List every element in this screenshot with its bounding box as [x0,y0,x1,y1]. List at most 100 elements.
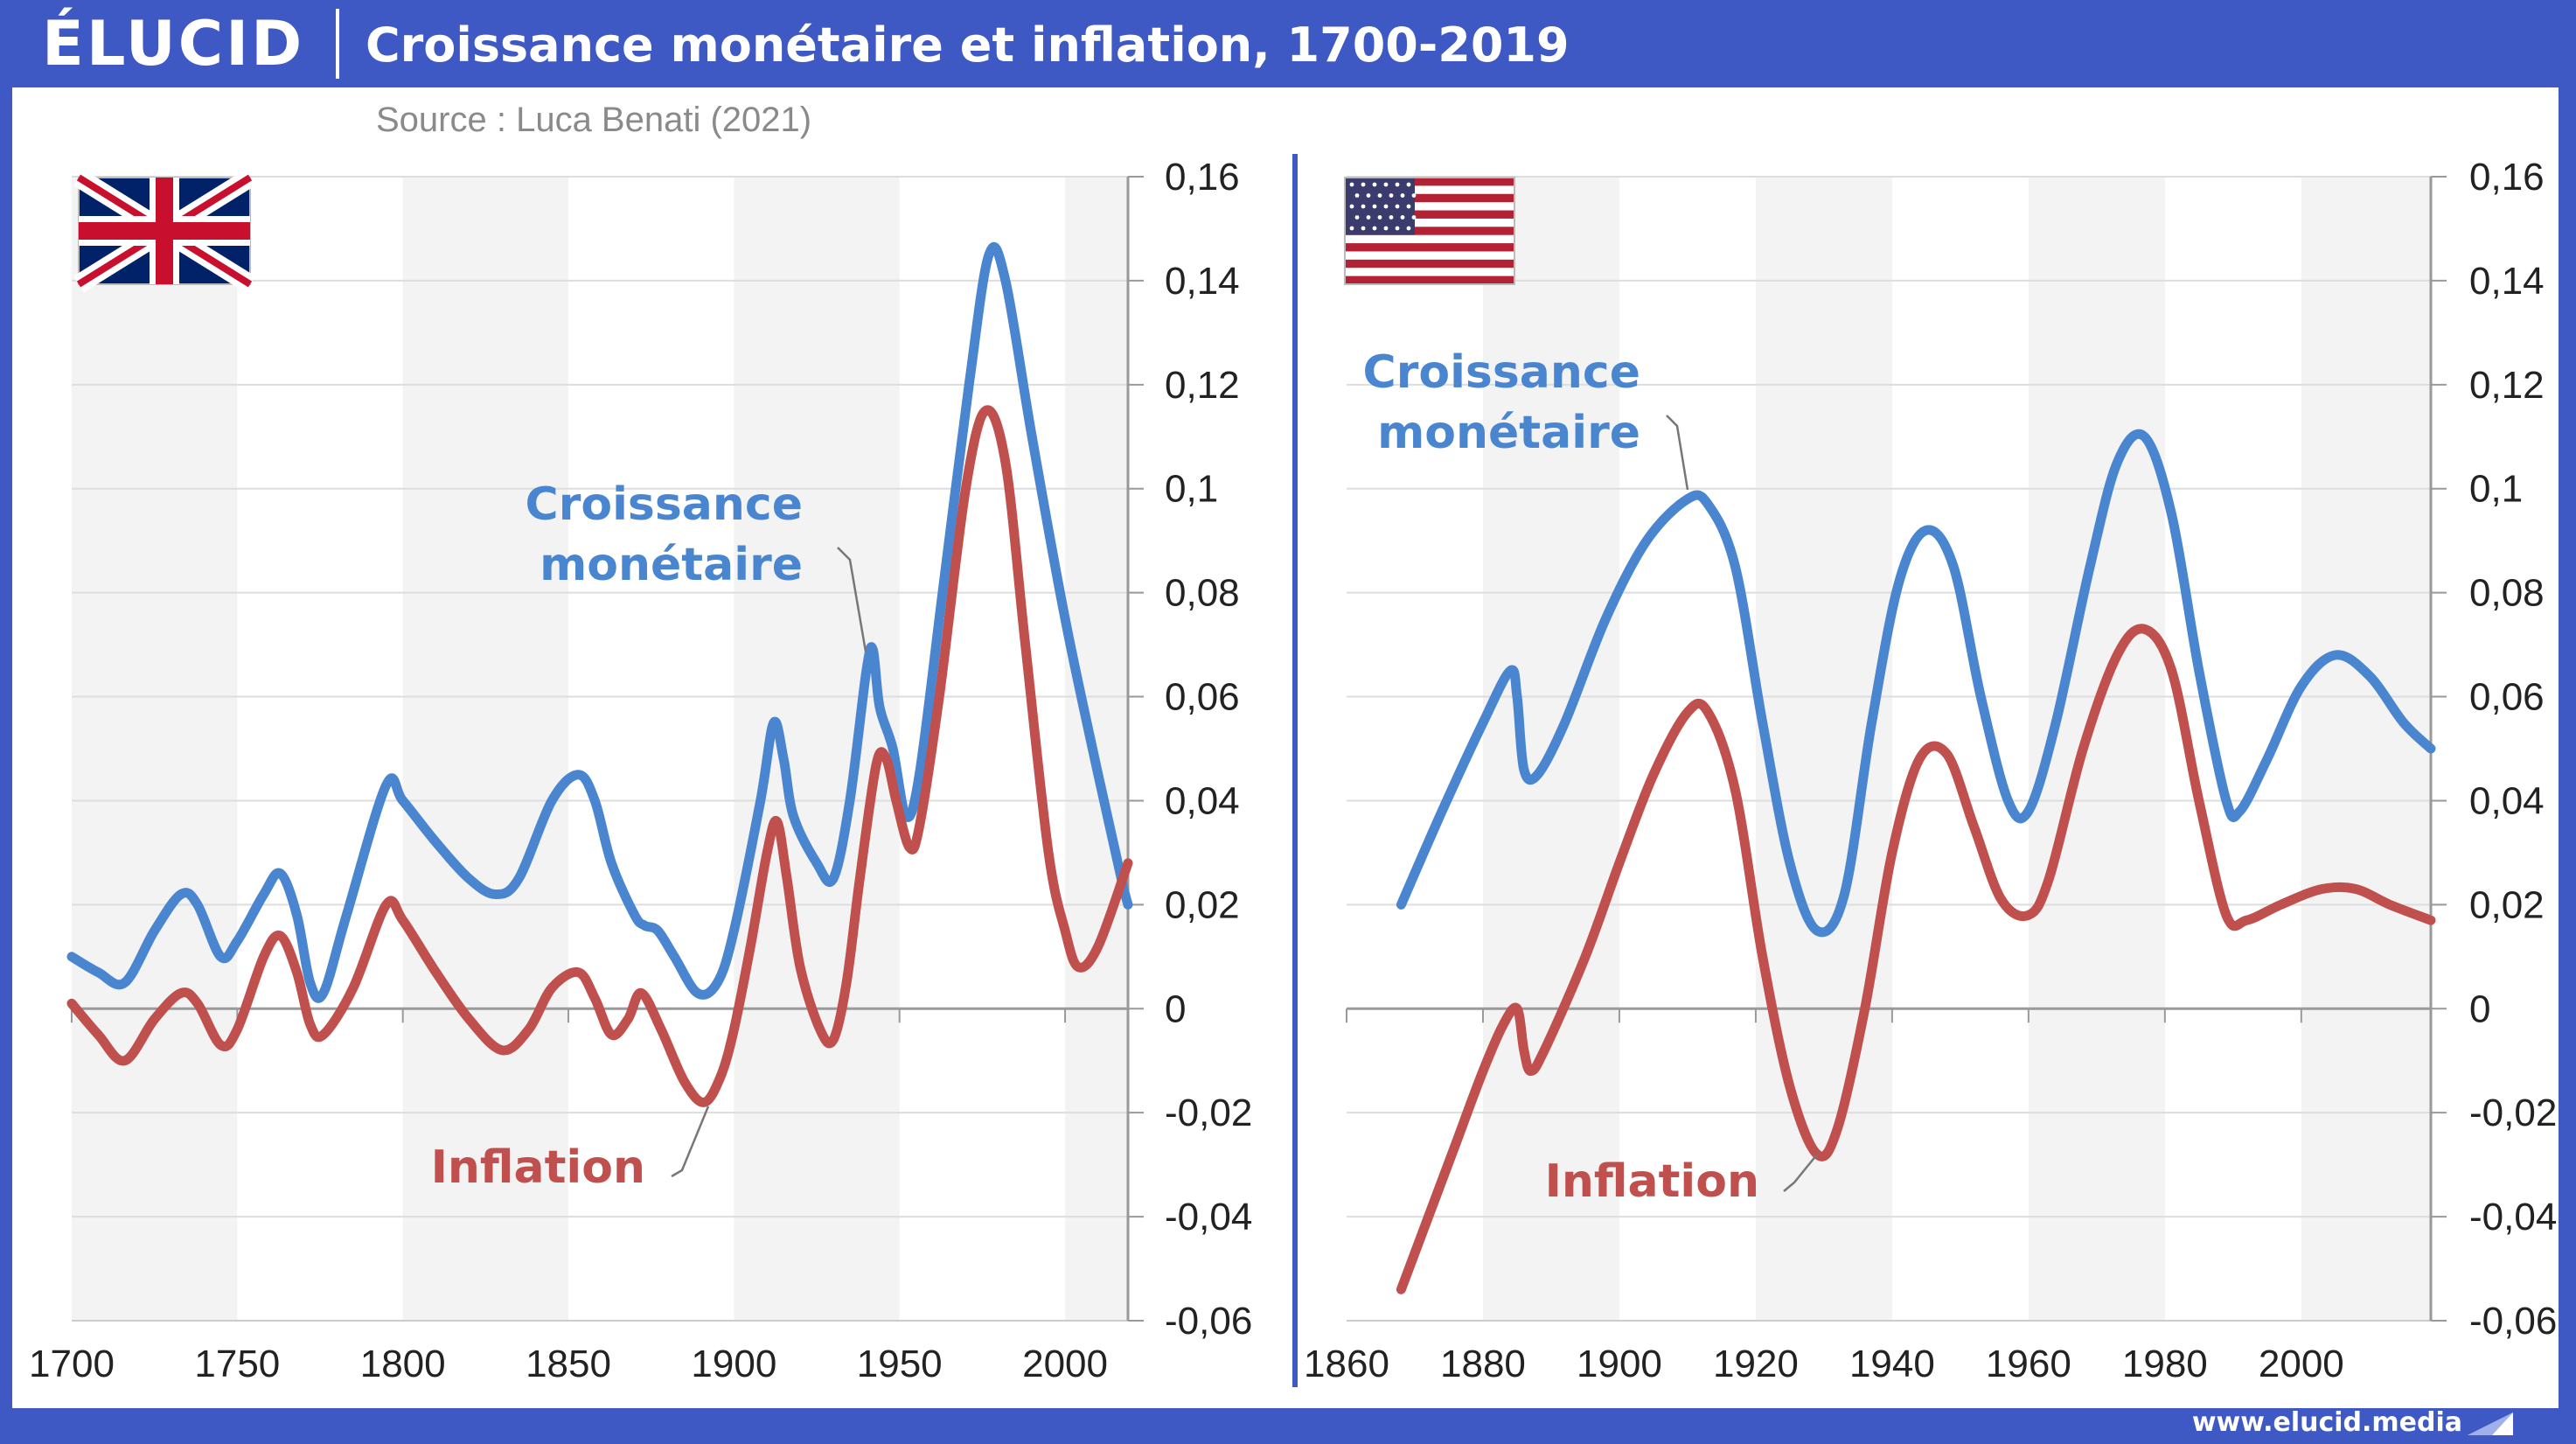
flag-star [1372,182,1377,187]
y-tick-label: -0,02 [2469,1092,2557,1134]
flag-star [1411,193,1417,198]
flag-star [1372,226,1377,231]
x-tick-label: 1940 [1849,1343,1935,1385]
flag-stripe [1345,234,1514,244]
flag-star [1377,193,1382,198]
y-tick-label: 0,06 [1165,676,1240,719]
background-band [734,177,900,1321]
flag-stripe [1345,218,1514,227]
flag-star [1400,215,1405,220]
money-growth-label: monétaire [1377,407,1640,459]
x-tick-label: 1920 [1713,1343,1799,1385]
money-growth-label: Croissance [526,478,803,531]
us-flag-icon [1344,177,1515,285]
flag-star [1361,182,1366,187]
x-tick-label: 1980 [2122,1343,2208,1385]
y-tick-label: -0,04 [1165,1196,1252,1238]
flag-stripe [1345,268,1514,277]
y-tick-label: -0,06 [2469,1300,2557,1343]
y-tick-label: 0,12 [1165,364,1240,407]
y-tick-label: 0,12 [2469,364,2545,407]
y-tick-label: 0 [2469,987,2490,1030]
y-tick-label: -0,04 [2469,1196,2557,1238]
y-tick-label: 0,1 [1165,468,1218,511]
x-tick-label: 1700 [29,1343,115,1385]
y-tick-label: 0,1 [2469,468,2523,511]
x-tick-label: 1900 [1577,1343,1662,1385]
x-tick-label: 1900 [691,1343,776,1385]
x-tick-label: 1880 [1440,1343,1526,1385]
flag-star [1349,204,1354,209]
flag-star [1383,226,1389,231]
background-band [72,177,238,1321]
flag-star [1349,226,1354,231]
flag-star [1395,226,1400,231]
flag-stripe [1345,276,1514,285]
flag-stripe [1345,185,1514,195]
inflation-label: Inflation [1545,1155,1759,1208]
y-tick-label: 0,14 [1165,260,1240,303]
flag-star [1361,204,1366,209]
y-tick-label: 0,02 [2469,883,2545,926]
uk-chart: -0,06 -0,04 -0,02 0 0,02 0,04 0,06 0,08 0,1 0,12 0… [29,156,1252,1385]
x-tick-label: 2000 [2259,1343,2344,1385]
y-tick-label: 0,06 [2469,676,2545,719]
background-band [2301,177,2431,1321]
page-title: Croissance monétaire et inflation, 1700-… [366,17,1570,73]
flag-stripe [1345,259,1514,269]
flag-canton [1345,178,1415,235]
y-tick-label: 0,08 [1165,572,1240,615]
money-growth-label: monétaire [540,539,803,591]
elucid-logo: ÉLUCID [42,8,305,80]
y-tick-label: -0,06 [1165,1300,1252,1343]
flag-border [1344,177,1515,285]
footer-url[interactable]: www.elucid.media [2191,1407,2462,1438]
x-tick-label: 1860 [1304,1343,1389,1385]
money-growth-line [1396,429,2436,938]
y-tick-label: 0 [1165,987,1186,1030]
flag-star [1389,215,1394,220]
flag-star [1354,193,1360,198]
x-tick-label: 1960 [1986,1343,2071,1385]
inflation-label: Inflation [431,1141,645,1194]
money-growth-label: Croissance [1363,346,1640,399]
inflation-line [66,405,1133,1107]
flag-star [1383,182,1389,187]
flag-cross-red [79,178,250,284]
flag-star [1377,215,1382,220]
flag-star [1389,193,1394,198]
annotation-leader [671,1106,710,1178]
flag-stripe [1345,202,1514,212]
flag-star [1366,215,1371,220]
elucid-mark-icon [2468,1413,2513,1435]
flag-star [1406,226,1411,231]
annotation-leader [837,547,867,652]
flag-star [1406,182,1411,187]
x-tick-label: 1950 [857,1343,943,1385]
flag-star [1372,204,1377,209]
flag-stripe [1345,178,1514,186]
header-divider [336,9,339,79]
y-tick-label: 0,02 [1165,883,1240,926]
background-band [402,177,569,1321]
money-growth-line [66,241,1133,1003]
flag-stripe [1345,193,1514,203]
y-tick-label: 0,04 [1165,779,1240,822]
y-tick-label: -0,02 [1165,1092,1252,1134]
inflation-line [1396,624,2436,1294]
flag-star [1354,215,1360,220]
y-tick-label: 0,16 [2469,156,2545,199]
y-tick-label: 0,14 [2469,260,2545,303]
x-tick-label: 1800 [360,1343,446,1385]
header-bar: ÉLUCID Croissance monétaire et inflation… [0,0,2576,87]
x-tick-label: 2000 [1022,1343,1108,1385]
flag-stripe [1345,210,1514,220]
flag-star [1361,226,1366,231]
y-tick-label: 0,04 [2469,779,2545,822]
flag-stripe [1345,227,1514,236]
flag-stripe [1345,243,1514,252]
panel-separator [1292,154,1298,1387]
flag-star [1366,193,1371,198]
x-tick-label: 1850 [526,1343,611,1385]
